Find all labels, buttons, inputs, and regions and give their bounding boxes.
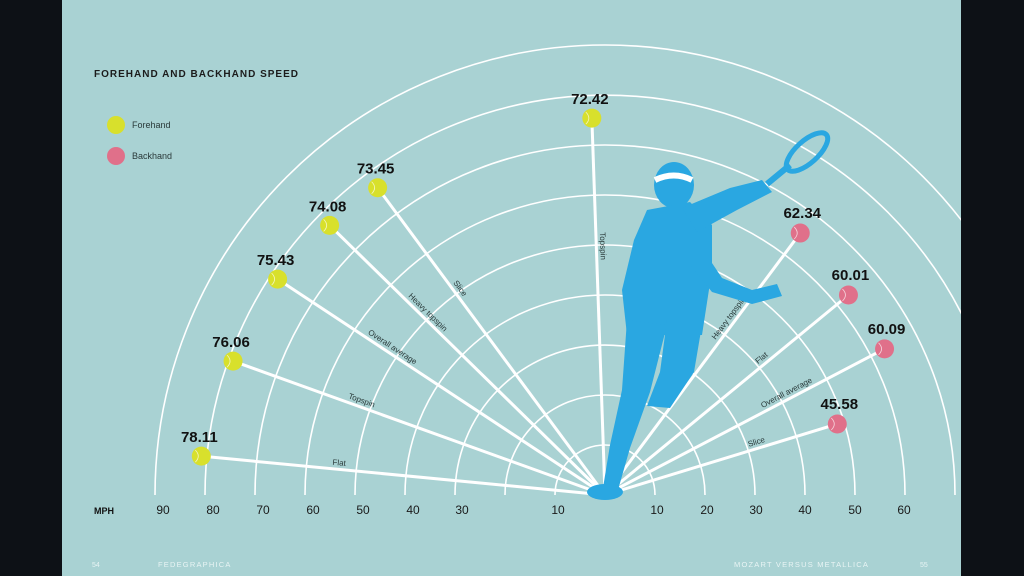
shot-label: Heavy topspin [710, 295, 748, 341]
ball-seam [842, 288, 846, 302]
ball-marker [191, 446, 211, 466]
ball-seam [371, 181, 376, 195]
legend-swatch [107, 147, 125, 165]
page-footer: 54 FEDEGRAPHICA MOZART VERSUS METALLICA … [92, 560, 928, 569]
spoke-line [276, 277, 606, 497]
ball-seam [195, 449, 199, 463]
data-points: 78.11 76.06 75.43 74.08 73.45 72.42 62.34 60.01… [181, 91, 905, 466]
infographic-page: Flat Topspin Overall average Heavy topspin S… [62, 0, 961, 576]
ball-seam [878, 342, 882, 356]
section-label-right: MOZART VERSUS METALLICA [734, 560, 869, 569]
section-label-left: FEDEGRAPHICA [158, 560, 232, 569]
spoke-line [590, 118, 607, 496]
shot-label: Overall average [759, 375, 814, 409]
spoke-line [604, 422, 838, 497]
speed-ring [254, 144, 956, 496]
tennis-player-silhouette-icon [587, 130, 831, 500]
shot-label: Heavy topspin [407, 291, 450, 333]
value-label: 78.11 [181, 429, 218, 446]
right-dark-border [961, 0, 1024, 576]
legend-label: Backhand [132, 151, 172, 161]
value-label: 60.01 [832, 267, 870, 284]
page-number-right: 55 [920, 562, 928, 569]
ball-seam [271, 272, 276, 286]
axis-tick-right: 10 [650, 503, 664, 517]
value-label: 73.45 [357, 161, 395, 178]
shot-label: Topspin [598, 232, 608, 260]
axis-tick-right: 20 [700, 503, 714, 517]
spoke-line [328, 224, 607, 497]
value-label: 72.42 [571, 91, 609, 108]
value-label: 75.43 [257, 252, 295, 269]
ball-marker [582, 108, 602, 128]
value-label: 74.08 [309, 198, 347, 215]
axis-tick-left: 60 [306, 503, 320, 517]
ball-marker [790, 223, 810, 243]
ball-marker [838, 285, 858, 305]
axis-tick-left: 70 [256, 503, 270, 517]
left-dark-border [0, 0, 62, 576]
spoke-line [604, 347, 886, 497]
spoke-line [603, 232, 802, 496]
ball-marker [368, 178, 388, 198]
chart-title: FOREHAND AND BACKHAND SPEED [94, 69, 299, 80]
axis-tick-left: 30 [455, 503, 469, 517]
ball-marker [320, 215, 340, 235]
speed-ring [204, 94, 961, 496]
spoke-line [604, 293, 850, 497]
speed-ring [304, 194, 906, 496]
axis-tick-left: 10 [551, 503, 565, 517]
ball-marker [268, 269, 288, 289]
axis-tick-right: 30 [749, 503, 763, 517]
speed-ring [154, 44, 961, 496]
value-label: 60.09 [868, 321, 906, 338]
mph-axis: MPH 90 80 70 60 50 40 30 10 10 20 30 40 50 60 [94, 503, 911, 517]
ball-marker [827, 414, 847, 434]
spoke-line [201, 454, 606, 497]
legend-swatch [107, 116, 125, 134]
ball-seam [793, 226, 798, 240]
axis-tick-left: 90 [156, 503, 170, 517]
axis-tick-left: 80 [206, 503, 220, 517]
value-label: 76.06 [212, 334, 250, 351]
legend-label: Forehand [132, 120, 171, 130]
ball-seam [323, 219, 328, 232]
axis-tick-right: 50 [848, 503, 862, 517]
page-number-left: 54 [92, 562, 100, 569]
shot-label: Flat [332, 458, 347, 468]
axis-tick-left: 40 [406, 503, 420, 517]
ball-seam [226, 354, 231, 368]
speed-ring [354, 244, 856, 496]
ball-seam [585, 111, 590, 125]
spoke-line [232, 359, 606, 497]
speed-ring [554, 444, 656, 496]
axis-unit-label: MPH [94, 506, 114, 516]
shot-label: Overall average [366, 328, 419, 367]
ball-seam [830, 417, 835, 431]
axis-tick-right: 60 [897, 503, 911, 517]
ball-marker [223, 351, 243, 371]
axis-tick-right: 40 [798, 503, 812, 517]
axis-tick-left: 50 [356, 503, 370, 517]
ball-marker [875, 339, 895, 359]
speed-rings [154, 44, 961, 496]
legend: Forehand Backhand [107, 116, 172, 165]
spoke-line [376, 186, 607, 496]
value-label: 45.58 [821, 396, 859, 413]
value-label: 62.34 [783, 205, 821, 222]
